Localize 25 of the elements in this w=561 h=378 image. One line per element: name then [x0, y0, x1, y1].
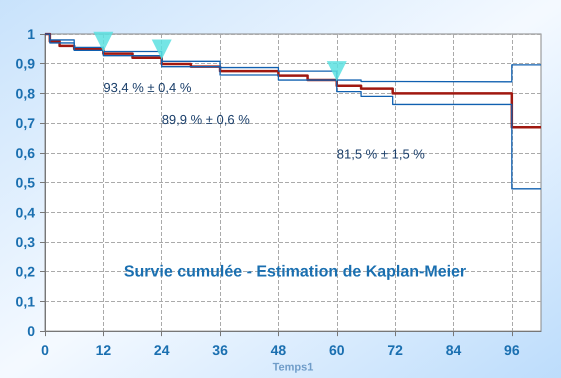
- annotation: 89,9 % ± 0,6 %: [162, 112, 250, 127]
- y-tick-label: 0,7: [16, 115, 36, 132]
- y-tick-label: 0,6: [16, 144, 36, 161]
- y-tick-label: 0,9: [16, 56, 36, 72]
- y-tick-label: 0,4: [16, 204, 36, 220]
- x-tick-label: 60: [328, 342, 345, 358]
- y-tick-label: 0,5: [16, 174, 36, 191]
- annotation: 81,5 % ± 1,5 %: [336, 146, 426, 162]
- y-tick-label: 0,2: [16, 264, 36, 280]
- x-tick-label: 48: [270, 342, 286, 358]
- text: Survie cumulée - Estimation de Kaplan-Meier: [124, 264, 466, 280]
- x-tick-label: 84: [446, 342, 462, 358]
- y-tick-label: 0,3: [16, 234, 36, 250]
- x-tick-label: 24: [154, 342, 170, 358]
- y-tick-label: 1: [27, 26, 36, 42]
- y-tick-label: 0,8: [16, 85, 36, 102]
- x-tick-label: 36: [212, 342, 228, 358]
- x-tick-label: 12: [96, 342, 112, 358]
- annotation: 93,4 % ± 0,4 %: [103, 80, 192, 96]
- x-axis-title: Temps1: [272, 362, 314, 374]
- y-tick-label: 0: [27, 323, 36, 340]
- y-tick-label: 0,1: [16, 293, 36, 310]
- x-tick-label: 0: [41, 342, 50, 358]
- x-tick-label: 72: [387, 342, 404, 358]
- x-tick-label: 96: [504, 342, 520, 358]
